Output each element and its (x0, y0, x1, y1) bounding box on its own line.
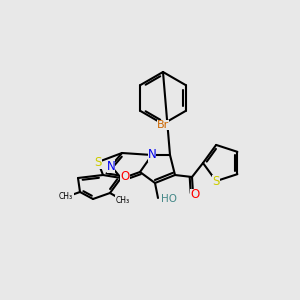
Text: S: S (94, 155, 102, 169)
Text: N: N (106, 160, 116, 172)
Text: O: O (120, 169, 130, 182)
Text: CH₃: CH₃ (59, 193, 73, 202)
Text: N: N (148, 148, 156, 161)
Text: S: S (212, 175, 220, 188)
Text: O: O (190, 188, 200, 202)
Text: CH₃: CH₃ (116, 196, 130, 205)
Text: HO: HO (161, 194, 177, 204)
Text: Br: Br (157, 120, 169, 130)
